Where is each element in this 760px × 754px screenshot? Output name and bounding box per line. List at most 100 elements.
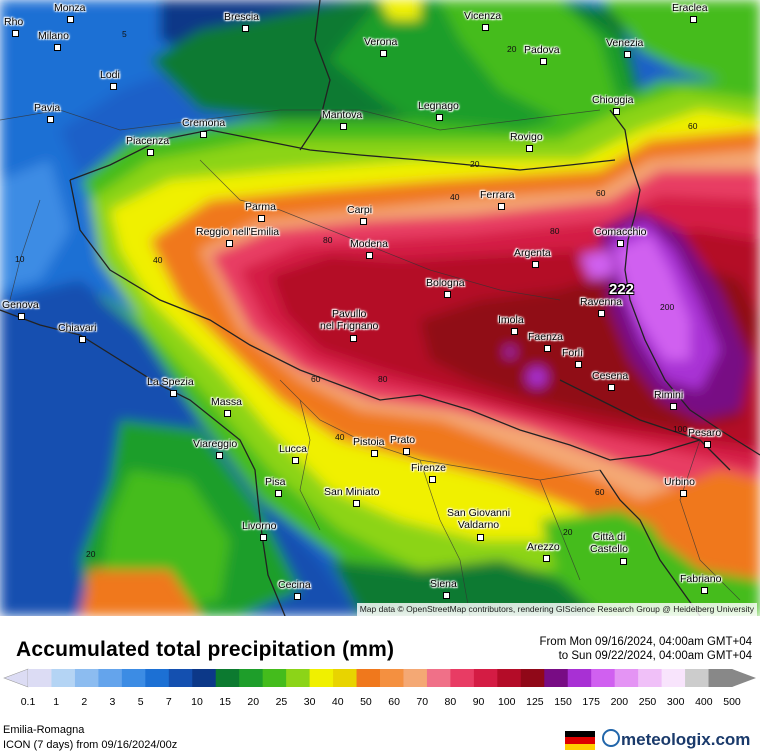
city-marker (292, 457, 299, 464)
logo-icon (602, 729, 620, 747)
contour-label: 80 (550, 226, 560, 236)
city-marker (47, 116, 54, 123)
colorbar-tick-label: 150 (554, 696, 572, 708)
city-marker (598, 310, 606, 317)
city-marker (379, 50, 387, 57)
city-label: Rovigo (510, 131, 543, 143)
precipitation-map[interactable]: 5 10 20 20 40 40 40 60 60 60 60 80 80 80… (0, 0, 760, 616)
city-marker (371, 450, 379, 457)
contour-label: 60 (311, 374, 321, 384)
city-label: Cremona (182, 117, 226, 129)
city-label: Pistoia (353, 436, 385, 448)
forecast-period: From Mon 09/16/2024, 04:00am GMT+04 to S… (539, 635, 752, 663)
city-marker (443, 592, 450, 599)
contour-label: 20 (563, 527, 573, 537)
colorbar-segment (614, 669, 639, 687)
city-label: Pavia (34, 102, 61, 114)
city-marker (436, 114, 444, 121)
city-marker (477, 534, 484, 541)
city-marker (110, 83, 118, 90)
model-run: ICON (7 days) from 09/16/2024/00z (3, 739, 178, 751)
colorbar-segment (520, 669, 545, 687)
city-marker (690, 16, 698, 23)
brand-logo[interactable]: meteologix.com (602, 729, 750, 750)
city-marker (365, 252, 373, 259)
colorbar-tick-label: 500 (723, 696, 741, 708)
city-marker (224, 410, 231, 417)
city-label: Città di Castello (590, 531, 628, 555)
contour-label: 20 (86, 549, 96, 559)
city-label: Piacenza (126, 135, 170, 147)
city-label: Rimini (654, 389, 684, 401)
contour-label: 40 (450, 192, 460, 202)
city-marker (258, 215, 265, 222)
city-marker (429, 476, 437, 483)
city-label: Forlì (562, 347, 583, 359)
colorbar-segment (145, 669, 170, 687)
city-label: San Miniato (324, 486, 380, 498)
city-marker (226, 240, 233, 247)
city-label: Reggio nell'Emilia (196, 226, 280, 238)
city-label: Firenze (411, 462, 447, 474)
city-marker (200, 131, 208, 138)
colorbar-tick-label: 2 (81, 696, 88, 708)
city-marker (360, 218, 367, 225)
colorbar-segment (685, 669, 710, 687)
city-label: Genova (2, 299, 39, 311)
german-flag-icon (565, 731, 595, 750)
colorbar-tick-label: 175 (582, 696, 600, 708)
colorbar-tick-label: 40 (331, 696, 344, 708)
city-marker (624, 51, 632, 58)
city-label: San Giovanni Valdarno (447, 507, 511, 531)
colorbar-tick-label: 300 (666, 696, 685, 708)
city-label: Pisa (265, 476, 286, 488)
city-label: Pavullo nel Frignano (320, 308, 379, 332)
city-label: Cecina (278, 579, 311, 591)
city-marker (293, 593, 301, 600)
city-marker (539, 58, 547, 65)
city-label: Fabriano (680, 573, 722, 585)
city-marker (170, 390, 178, 397)
colorbar-segment (708, 669, 733, 687)
colorbar-segment (638, 669, 663, 687)
colorbar-segment (450, 669, 475, 687)
contour-label: 20 (470, 159, 480, 169)
contour-label: 40 (335, 432, 345, 442)
colorbar-tick-label: 250 (638, 696, 657, 708)
city-label: Padova (524, 44, 560, 56)
city-label: Parma (245, 201, 276, 213)
colorbar-segment (473, 669, 498, 687)
city-marker (53, 44, 61, 51)
city-marker (617, 240, 625, 247)
colorbar-tick-label: 3 (109, 696, 116, 708)
city-marker (444, 291, 452, 298)
colorbar-tick-label: 15 (219, 696, 231, 708)
city-marker (11, 30, 19, 37)
contour-label: 5 (122, 29, 127, 39)
colorbar-segment (262, 669, 287, 687)
city-label: Ferrara (480, 189, 515, 201)
city-label: Bologna (426, 277, 465, 289)
contour-label: 20 (507, 44, 517, 54)
colorbar (3, 668, 756, 688)
city-marker (482, 24, 490, 31)
city-label: Legnago (418, 100, 459, 112)
city-label: Carpi (347, 204, 373, 216)
city-marker (78, 336, 86, 343)
legend-title: Accumulated total precipitation (mm) (16, 638, 395, 661)
city-marker (350, 335, 357, 342)
period-to: to Sun 09/22/2024, 04:00am GMT+04 (558, 650, 752, 662)
city-marker (352, 500, 360, 507)
city-marker (146, 149, 154, 156)
colorbar-segment (380, 669, 404, 687)
colorbar-max-arrow (732, 669, 756, 687)
city-marker (216, 452, 224, 459)
city-label: Verona (364, 36, 398, 48)
contour-labels: 5 10 20 20 40 40 40 60 60 60 60 80 80 80… (15, 29, 698, 559)
colorbar-tick-label: 90 (472, 696, 485, 708)
city-label: Cesena (592, 370, 629, 382)
contour-label: 10 (15, 254, 25, 264)
colorbar-segment (356, 669, 381, 687)
city-label: Urbino (664, 476, 695, 488)
city-label: Massa (211, 396, 242, 408)
